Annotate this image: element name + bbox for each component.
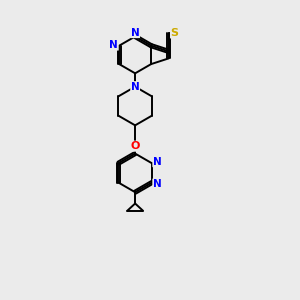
Text: N: N <box>131 82 140 92</box>
Text: O: O <box>130 141 140 151</box>
Text: N: N <box>110 40 118 50</box>
Text: N: N <box>153 179 162 189</box>
Text: N: N <box>153 157 162 167</box>
Text: S: S <box>171 28 178 38</box>
Text: N: N <box>131 28 140 38</box>
